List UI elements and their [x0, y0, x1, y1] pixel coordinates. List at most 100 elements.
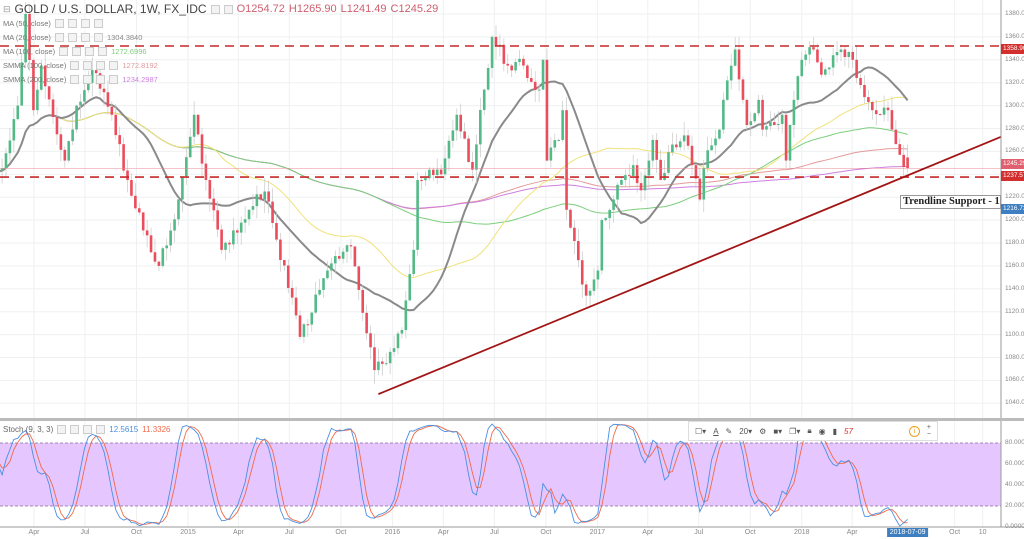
- indicator-label: SMMA (100, close): [3, 60, 67, 70]
- candle-down: [863, 84, 866, 98]
- candle-up: [333, 256, 337, 264]
- eye-icon[interactable]: [54, 32, 64, 42]
- more-icon[interactable]: [96, 60, 106, 70]
- candle-down: [290, 287, 294, 298]
- indicator-legend-row: MA (100, close) 1272.6996: [3, 44, 438, 58]
- candle-up: [16, 105, 20, 120]
- price-axis-label: 1340.00: [1005, 55, 1024, 63]
- candle-down: [420, 180, 423, 182]
- pencil-icon[interactable]: ✎: [725, 426, 733, 436]
- text-color-icon[interactable]: A: [713, 426, 719, 436]
- fill-dropdown-icon[interactable]: ■▾: [773, 426, 783, 436]
- close-icon[interactable]: [109, 74, 119, 84]
- settings-icon[interactable]: [67, 18, 77, 28]
- candle-down: [47, 86, 51, 100]
- candle-down: [267, 191, 270, 202]
- rectangle-dropdown-icon[interactable]: ☐▾: [695, 426, 707, 436]
- candle-down: [502, 44, 506, 64]
- close-icon[interactable]: [93, 32, 103, 42]
- candle-up: [341, 251, 345, 259]
- close-icon[interactable]: [109, 60, 119, 70]
- settings-icon[interactable]: [83, 60, 93, 70]
- candle-up: [796, 76, 800, 100]
- settings-icon[interactable]: [70, 425, 80, 434]
- candle-down: [373, 347, 376, 371]
- candle-up: [243, 219, 247, 223]
- price-axis-label: 1160.00: [1005, 261, 1024, 269]
- candle-up: [725, 80, 729, 100]
- candle-up: [224, 242, 227, 250]
- time-axis-label: Oct: [744, 529, 756, 536]
- eye-icon[interactable]: [59, 46, 69, 56]
- settings-icon[interactable]: [67, 32, 77, 42]
- close-icon[interactable]: [98, 46, 108, 56]
- candle-up: [12, 119, 16, 141]
- more-icon[interactable]: [80, 32, 90, 42]
- eye-icon[interactable]: ◉: [818, 426, 826, 436]
- candle-up: [537, 89, 541, 91]
- price-badge: 1216.73: [1001, 204, 1024, 214]
- candle-up: [416, 180, 419, 250]
- candle-down: [655, 139, 659, 160]
- settings-icon[interactable]: [83, 74, 93, 84]
- levels[interactable]: [0, 45, 1002, 395]
- candle-down: [94, 70, 98, 74]
- candle-up: [482, 89, 486, 110]
- candle-up: [71, 129, 74, 142]
- settings-icon[interactable]: [72, 46, 82, 56]
- drawing-toolbar: ☐▾ A ✎ 20▾ ⚙ ■▾ ❐▾ 🔒︎ ◉ ▮ 57 i + −: [688, 421, 938, 441]
- more-icon[interactable]: [85, 46, 95, 56]
- candle-up: [447, 140, 451, 159]
- candle-up: [67, 141, 71, 161]
- candle-down: [196, 114, 200, 135]
- candle-down: [577, 241, 580, 261]
- candle-down: [126, 170, 129, 181]
- clone-dropdown-icon[interactable]: ❐▾: [789, 426, 801, 436]
- more-icon[interactable]: [83, 425, 93, 434]
- info-icon[interactable]: i: [908, 425, 920, 437]
- trash-icon[interactable]: ▮: [832, 426, 838, 436]
- more-icon[interactable]: [80, 18, 90, 28]
- lock-icon[interactable]: 🔒︎: [807, 426, 812, 435]
- candle-up: [561, 110, 564, 140]
- more-icon[interactable]: [96, 74, 106, 84]
- close-icon[interactable]: [93, 18, 103, 28]
- time-axis-label: Jul: [80, 529, 90, 536]
- candle-up: [882, 107, 886, 115]
- eye-icon[interactable]: [70, 74, 80, 84]
- candle-up: [0, 168, 4, 172]
- candle-down: [635, 165, 639, 184]
- collapse-icon[interactable]: ⊟: [3, 3, 11, 14]
- time-axis-label: 2018: [793, 529, 810, 536]
- candle-up: [404, 300, 408, 331]
- candle-up: [753, 113, 757, 122]
- trendline-support-label[interactable]: Trendline Support - 123: [900, 195, 1001, 209]
- font-size-dropdown[interactable]: 20▾: [739, 426, 753, 436]
- time-axis-label: Jul: [284, 529, 294, 536]
- candle-down: [271, 201, 274, 223]
- eye-icon[interactable]: [70, 60, 80, 70]
- candle-down: [137, 208, 141, 213]
- candle-up: [667, 152, 670, 173]
- pane-separator[interactable]: [0, 418, 1024, 421]
- eye-icon[interactable]: [54, 18, 64, 28]
- candle-down: [102, 88, 106, 93]
- candle-up: [718, 129, 721, 139]
- candle-up: [181, 176, 184, 200]
- candle-down: [871, 102, 874, 111]
- gear-icon[interactable]: ⚙: [759, 426, 767, 436]
- settings-icon[interactable]: [210, 4, 220, 14]
- candle-down: [890, 110, 894, 130]
- eye-icon[interactable]: [57, 425, 67, 434]
- candle-down: [784, 114, 788, 161]
- close-icon[interactable]: [223, 4, 233, 14]
- candle-down: [855, 59, 858, 79]
- candle-down: [369, 333, 372, 348]
- stoch-lines: [0, 423, 908, 527]
- candle-up: [839, 49, 843, 53]
- close-icon[interactable]: [96, 425, 106, 434]
- candle-up: [518, 58, 521, 63]
- indicator-legend-row: MA (20, close) 1304.3840: [3, 30, 438, 44]
- zoom-buttons[interactable]: + −: [926, 424, 931, 438]
